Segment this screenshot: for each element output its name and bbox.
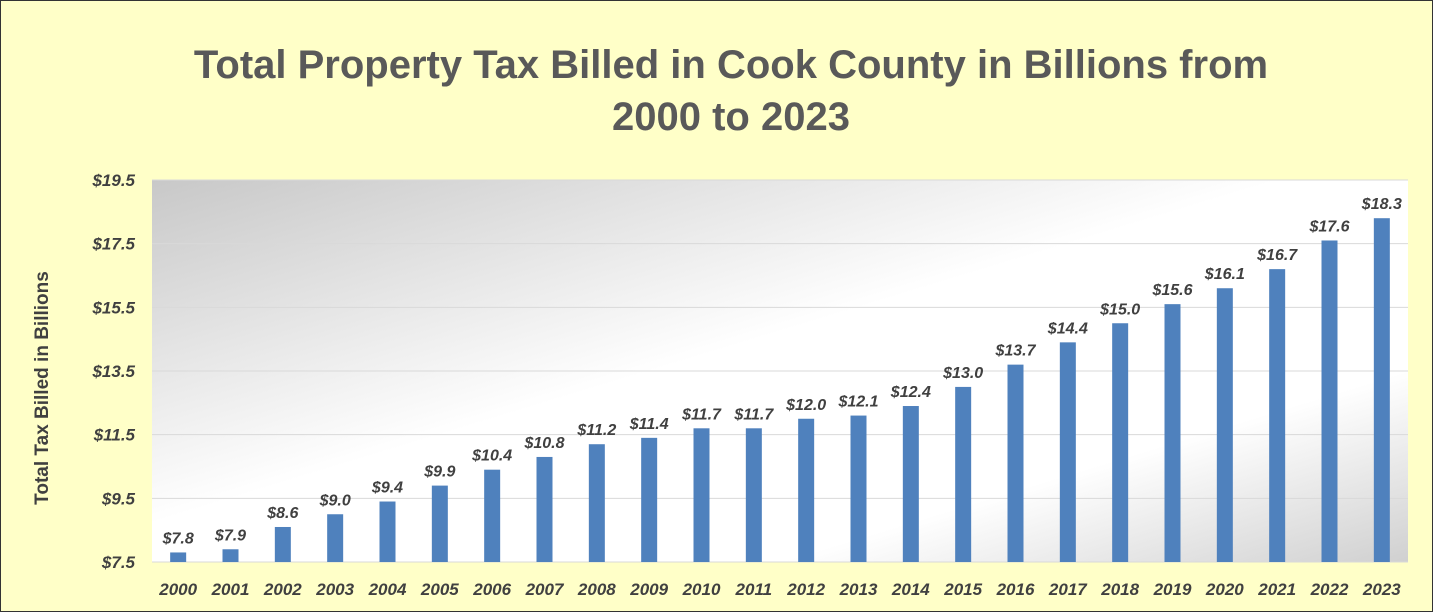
bar: [274, 526, 291, 562]
x-tick-label: 2000: [158, 580, 197, 599]
data-label: $14.4: [1047, 320, 1088, 337]
y-axis-ticks: $7.5 $9.5 $11.5 $13.5 $15.5 $17.5 $19.5: [91, 171, 135, 572]
bar: [1112, 323, 1129, 562]
bar: [1373, 218, 1390, 562]
data-label: $13.0: [942, 365, 983, 382]
chart-title-line-1: Total Property Tax Billed in Cook County…: [193, 43, 1269, 87]
bar: [588, 444, 605, 562]
data-label: $10.8: [523, 435, 564, 452]
y-tick-label: $7.5: [101, 553, 136, 572]
x-tick-label: 2010: [682, 580, 721, 599]
x-tick-label: 2023: [1362, 580, 1401, 599]
gridlines: [152, 179, 1408, 563]
bar: [798, 418, 815, 562]
data-label: $15.0: [1099, 301, 1140, 318]
y-tick-label: $19.5: [91, 171, 135, 190]
chart-title: Total Property Tax Billed in Cook County…: [121, 39, 1341, 143]
bar: [327, 514, 344, 562]
data-label: $7.9: [214, 527, 246, 544]
bar: [902, 406, 919, 562]
x-tick-label: 2018: [1100, 580, 1139, 599]
x-tick-label: 2013: [839, 580, 878, 599]
y-axis-title: Total Tax Billed in Billions: [32, 271, 53, 505]
x-tick-label: 2015: [943, 580, 982, 599]
y-tick-label: $13.5: [91, 362, 135, 381]
data-label: $12.1: [837, 394, 878, 411]
x-tick-label: 2017: [1048, 580, 1088, 599]
x-tick-label: 2009: [629, 580, 668, 599]
x-tick-label: 2019: [1153, 580, 1192, 599]
data-label: $7.8: [162, 530, 194, 547]
data-label: $9.4: [371, 480, 403, 497]
x-tick-label: 2008: [577, 580, 616, 599]
bar: [745, 428, 762, 562]
data-label: $13.7: [994, 343, 1036, 360]
y-tick-label: $15.5: [91, 298, 135, 317]
data-label: $18.3: [1361, 196, 1402, 213]
bar: [1164, 304, 1181, 562]
bar: [431, 485, 448, 562]
bar: [1269, 269, 1286, 562]
data-label: $9.9: [423, 464, 455, 481]
bar: [1321, 240, 1338, 562]
bar: [641, 437, 658, 562]
x-tick-label: 2020: [1205, 580, 1244, 599]
x-tick-label: 2001: [211, 580, 250, 599]
bars: [170, 218, 1390, 562]
x-tick-label: 2012: [786, 580, 825, 599]
data-label: $11.7: [733, 406, 774, 423]
bar: [693, 428, 710, 562]
data-label: $11.7: [681, 406, 722, 423]
bar: [484, 469, 501, 562]
bar: [222, 549, 239, 562]
data-label: $15.6: [1151, 282, 1192, 299]
x-tick-label: 2022: [1310, 580, 1349, 599]
bar: [1059, 342, 1076, 562]
chart-title-line-2: 2000 to 2023: [612, 95, 850, 139]
x-tick-label: 2016: [996, 580, 1035, 599]
bar: [170, 552, 187, 562]
bar: [536, 456, 553, 562]
bar: [1216, 288, 1233, 562]
data-label: $11.4: [629, 416, 669, 433]
data-label: $17.6: [1308, 218, 1349, 235]
bar: [850, 415, 867, 562]
x-tick-label: 2005: [420, 580, 459, 599]
data-label: $10.4: [471, 448, 512, 465]
x-tick-label: 2004: [368, 580, 407, 599]
x-tick-label: 2003: [315, 580, 354, 599]
data-labels: $7.8 $7.9 $8.6 $9.0 $9.4 $9.9 $10.4 $10.8 $11.2 $…: [162, 196, 1402, 547]
data-label: $8.6: [266, 505, 298, 522]
x-tick-label: 2002: [263, 580, 302, 599]
x-tick-label: 2014: [891, 580, 930, 599]
bar: [955, 386, 972, 562]
x-axis-ticks: 2000 2001 2002 2003 2004 2005 2006 2007 2008 2009…: [158, 580, 1401, 599]
data-label: $11.2: [576, 422, 616, 439]
data-label: $16.7: [1256, 247, 1298, 264]
bar: [1007, 364, 1024, 562]
x-tick-label: 2021: [1257, 580, 1296, 599]
x-tick-label: 2007: [525, 580, 565, 599]
bar: [379, 501, 396, 562]
y-tick-label: $17.5: [91, 235, 135, 254]
data-label: $12.0: [785, 397, 826, 414]
y-tick-label: $9.5: [101, 489, 136, 508]
y-tick-label: $11.5: [93, 426, 136, 445]
data-label: $12.4: [890, 384, 931, 401]
data-label: $16.1: [1204, 266, 1245, 283]
data-label: $9.0: [319, 492, 351, 509]
x-tick-label: 2006: [472, 580, 511, 599]
x-tick-label: 2011: [735, 580, 773, 599]
